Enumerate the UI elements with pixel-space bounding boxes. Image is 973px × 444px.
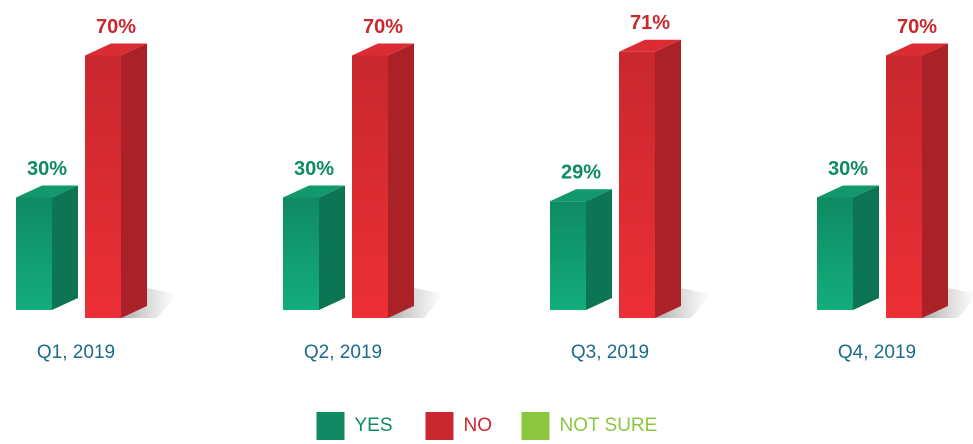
bar (352, 43, 414, 318)
bar (16, 185, 78, 310)
value-label: 71% (630, 12, 670, 34)
bar-front (817, 197, 853, 310)
bar-top (352, 43, 414, 56)
bar (817, 185, 879, 310)
value-label: 70% (897, 16, 937, 38)
bar (550, 189, 612, 310)
bar-top (16, 185, 78, 198)
bar (283, 185, 345, 310)
bar-front (550, 201, 586, 310)
legend-label: NOT SURE (560, 415, 658, 436)
bar-side (121, 43, 147, 318)
bar-side (655, 39, 681, 318)
legend-swatch (521, 412, 550, 440)
x-tick-label: Q4, 2019 (838, 342, 916, 363)
bar (619, 39, 681, 318)
bar-side (922, 43, 948, 318)
bar-top (817, 185, 879, 198)
bar (85, 43, 147, 318)
bar-side (586, 189, 612, 310)
bar-front (352, 55, 388, 318)
bar-side (388, 43, 414, 318)
bar-top (85, 43, 147, 56)
bar-front (85, 55, 121, 318)
x-tick-label: Q3, 2019 (571, 342, 649, 363)
legend-label: YES (355, 415, 393, 436)
value-label: 30% (27, 158, 67, 180)
bar-front (283, 197, 319, 310)
value-label: 70% (363, 16, 403, 38)
x-tick-label: Q1, 2019 (37, 342, 115, 363)
value-label: 29% (561, 162, 601, 184)
legend-label: NO (464, 415, 493, 436)
bar (886, 43, 948, 318)
value-label: 30% (828, 158, 868, 180)
bar-top (283, 185, 345, 198)
bar-top (619, 39, 681, 52)
x-tick-label: Q2, 2019 (304, 342, 382, 363)
legend-swatch (316, 412, 345, 440)
legend-swatch (425, 412, 454, 440)
bar-front (619, 51, 655, 318)
bar-top (550, 189, 612, 202)
bar-front (16, 197, 52, 310)
bar-side (853, 185, 879, 310)
bar-top (886, 43, 948, 56)
bar-front (886, 55, 922, 318)
value-label: 30% (294, 158, 334, 180)
value-label: 70% (96, 16, 136, 38)
bar-side (52, 185, 78, 310)
bar-side (319, 185, 345, 310)
